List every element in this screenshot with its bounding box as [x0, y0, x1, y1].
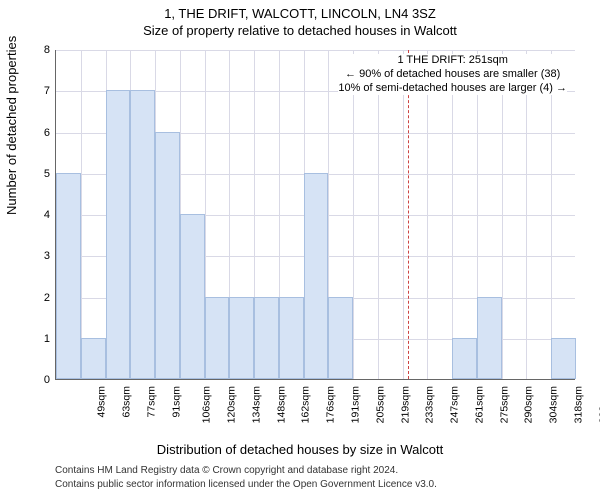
gridline-v [551, 50, 552, 379]
x-tick: 91sqm [170, 386, 182, 418]
y-tick: 2 [32, 292, 50, 304]
reference-annotation: 1 THE DRIFT: 251sqm ← 90% of detached ho… [338, 54, 567, 95]
histogram-bar [254, 297, 279, 380]
histogram-bar [180, 214, 205, 379]
plot-area: 1 THE DRIFT: 251sqm ← 90% of detached ho… [55, 50, 575, 380]
x-tick: 219sqm [399, 386, 411, 423]
gridline-v [378, 50, 379, 379]
reference-line [408, 50, 409, 379]
histogram-bar [229, 297, 254, 380]
x-axis-label: Distribution of detached houses by size … [0, 442, 600, 457]
y-tick: 8 [32, 44, 50, 56]
footer-line1: Contains HM Land Registry data © Crown c… [55, 465, 398, 476]
x-tick: 148sqm [275, 386, 287, 423]
x-tick: 176sqm [325, 386, 337, 423]
y-tick: 1 [32, 333, 50, 345]
x-tick: 318sqm [572, 386, 584, 423]
gridline-v [427, 50, 428, 379]
gridline-v [81, 50, 82, 379]
footer-line2: Contains public sector information licen… [55, 479, 437, 490]
histogram-bar [328, 297, 353, 380]
gridline-v [502, 50, 503, 379]
histogram-bar [56, 173, 81, 379]
y-tick: 7 [32, 85, 50, 97]
chart-title-line2: Size of property relative to detached ho… [0, 23, 600, 38]
annot-line1: 1 THE DRIFT: 251sqm [338, 54, 567, 68]
histogram-bar [477, 297, 502, 380]
y-tick: 5 [32, 168, 50, 180]
x-tick: 290sqm [523, 386, 535, 423]
histogram-bar [130, 90, 155, 379]
y-tick: 6 [32, 127, 50, 139]
x-tick: 63sqm [121, 386, 133, 418]
x-tick: 49sqm [96, 386, 108, 418]
y-tick: 4 [32, 209, 50, 221]
y-axis-label: Number of detached properties [4, 36, 19, 215]
annot-line2: ← 90% of detached houses are smaller (38… [338, 68, 567, 82]
x-tick: 261sqm [473, 386, 485, 423]
gridline-v [526, 50, 527, 379]
gridline-v [353, 50, 354, 379]
x-tick: 191sqm [349, 386, 361, 423]
histogram-bar [304, 173, 329, 379]
x-tick: 106sqm [201, 386, 213, 423]
chart-title-line1: 1, THE DRIFT, WALCOTT, LINCOLN, LN4 3SZ [0, 6, 600, 21]
x-tick: 233sqm [424, 386, 436, 423]
annot-line3: 10% of semi-detached houses are larger (… [338, 82, 567, 96]
histogram-bar [155, 132, 180, 380]
histogram-bar [106, 90, 131, 379]
x-tick: 304sqm [547, 386, 559, 423]
y-tick: 3 [32, 250, 50, 262]
x-tick: 77sqm [145, 386, 157, 418]
x-tick: 275sqm [498, 386, 510, 423]
histogram-bar [452, 338, 477, 379]
x-tick: 162sqm [300, 386, 312, 423]
histogram-bar [551, 338, 576, 379]
gridline-v [452, 50, 453, 379]
x-tick: 134sqm [250, 386, 262, 423]
histogram-bar [279, 297, 304, 380]
histogram-bar [205, 297, 230, 380]
x-tick: 247sqm [448, 386, 460, 423]
y-tick: 0 [32, 374, 50, 386]
gridline-h [56, 50, 575, 51]
x-tick: 205sqm [374, 386, 386, 423]
gridline-v [403, 50, 404, 379]
x-tick: 120sqm [226, 386, 238, 423]
histogram-bar [81, 338, 106, 379]
